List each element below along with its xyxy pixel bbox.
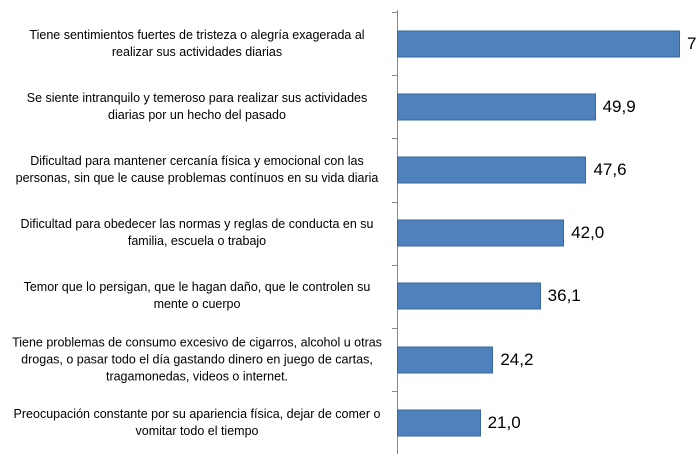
axis-tick — [392, 12, 397, 13]
bar — [397, 30, 680, 58]
bar — [397, 409, 481, 437]
axis-tick — [392, 75, 397, 77]
bar — [397, 93, 596, 121]
value-label: 71,1 — [686, 33, 697, 53]
value-label: 24,2 — [500, 349, 534, 369]
category-label: Tiene sentimientos fuertes de tristeza o… — [29, 27, 365, 59]
bar — [397, 156, 587, 184]
axis-tick — [392, 264, 397, 266]
category-label: Dificultad para obedecer las normas y re… — [20, 217, 374, 249]
value-label: 49,9 — [602, 96, 636, 116]
axis-tick — [392, 201, 397, 203]
value-label: 36,1 — [547, 286, 581, 306]
value-label: 42,0 — [571, 223, 605, 243]
category-label: Dificultad para mantener cercanía física… — [15, 154, 379, 185]
bar — [397, 219, 565, 247]
value-label: 47,6 — [593, 160, 627, 179]
axis-tick — [392, 138, 397, 140]
category-label: Temor que lo persigan, que le hagan daño… — [23, 280, 371, 312]
category-label: Se siente intranquilo y temeroso para re… — [26, 90, 368, 122]
bar — [397, 346, 494, 374]
axis-tick — [392, 328, 397, 329]
axis-tick — [392, 391, 397, 393]
category-label: Tiene problemas de consumo excesivo de c… — [12, 335, 382, 384]
bar — [397, 282, 541, 310]
category-label: Preocupación constante por su apariencia… — [13, 406, 381, 438]
value-label: 21,0 — [487, 412, 521, 432]
